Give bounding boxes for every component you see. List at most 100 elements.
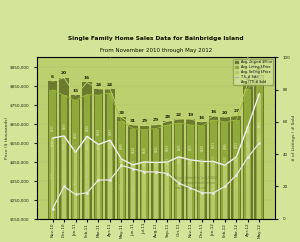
Text: $868: $868: [85, 124, 89, 131]
Text: $660: $660: [200, 144, 204, 151]
Text: $644: $644: [131, 145, 135, 152]
Bar: [128, 125, 138, 242]
Bar: [164, 125, 171, 242]
Text: $449: $449: [165, 183, 169, 190]
Text: $541: $541: [97, 174, 101, 181]
Bar: [119, 159, 123, 242]
Bar: [243, 83, 253, 242]
Bar: [74, 152, 77, 242]
Bar: [163, 121, 172, 242]
Bar: [197, 122, 207, 242]
Text: Single Family Home Sales Data for Bainbridge Island: Single Family Home Sales Data for Bainbr…: [68, 37, 244, 41]
Text: $875: $875: [50, 124, 55, 131]
Bar: [131, 165, 135, 242]
Text: $693: $693: [234, 141, 239, 148]
Text: $829: $829: [50, 139, 55, 146]
Text: 15: 15: [72, 89, 79, 93]
Bar: [220, 117, 230, 242]
Bar: [70, 95, 80, 242]
Bar: [257, 94, 261, 242]
Text: $675: $675: [188, 143, 192, 150]
Bar: [61, 95, 68, 242]
Text: $640: $640: [142, 146, 146, 153]
Text: $660: $660: [223, 155, 227, 162]
Bar: [72, 100, 79, 242]
Bar: [141, 130, 148, 242]
Text: $586: $586: [62, 170, 66, 177]
Text: 31: 31: [130, 119, 136, 123]
Text: $639: $639: [200, 157, 204, 164]
Bar: [85, 136, 89, 242]
Bar: [210, 120, 217, 242]
Text: $655: $655: [177, 156, 181, 163]
Bar: [48, 81, 57, 242]
Bar: [118, 121, 125, 242]
Text: 28: 28: [164, 115, 170, 119]
Text: 16: 16: [210, 110, 216, 114]
Text: $685: $685: [223, 142, 227, 149]
Bar: [140, 126, 149, 242]
Text: $670: $670: [234, 155, 239, 161]
Text: 16: 16: [84, 76, 90, 80]
Text: $893: $893: [62, 122, 66, 129]
Text: $644: $644: [188, 157, 192, 164]
Text: $833: $833: [108, 128, 112, 135]
Text: 24: 24: [107, 83, 113, 87]
Text: From November 2010 through May 2012: From November 2010 through May 2012: [100, 48, 212, 53]
Text: $910: $910: [257, 120, 261, 127]
Bar: [200, 161, 204, 242]
Text: 19: 19: [187, 113, 194, 117]
Text: $460: $460: [188, 182, 192, 189]
Text: $865: $865: [246, 125, 250, 132]
Text: $434: $434: [131, 184, 135, 191]
Bar: [246, 127, 250, 242]
Bar: [94, 89, 103, 242]
Text: $665: $665: [119, 155, 124, 162]
Text: $476: $476: [177, 181, 181, 188]
Y-axis label: Price ($ thousands): Price ($ thousands): [4, 117, 8, 159]
Text: $773: $773: [74, 145, 77, 152]
Bar: [208, 116, 218, 242]
Bar: [187, 125, 194, 242]
Text: 33: 33: [118, 111, 124, 115]
Text: $804: $804: [85, 142, 89, 149]
Bar: [185, 119, 195, 242]
Text: $625: $625: [154, 159, 158, 166]
Text: $446: $446: [154, 183, 158, 190]
Bar: [223, 165, 227, 242]
Text: $500: $500: [74, 178, 77, 185]
Y-axis label: # of Listings / # Sold: # of Listings / # Sold: [292, 115, 296, 161]
Text: 20: 20: [61, 71, 67, 76]
Text: $624: $624: [131, 159, 135, 166]
Bar: [176, 123, 182, 242]
Text: $645: $645: [154, 145, 158, 152]
Text: 29: 29: [153, 119, 159, 122]
Text: $636: $636: [246, 165, 250, 172]
Text: Brigitte Waltman (c) June 2, 2012
www.BainbridgeHomefinder.com
www.bainbridgetri: Brigitte Waltman (c) June 2, 2012 www.Ba…: [175, 176, 217, 190]
Text: $643: $643: [165, 157, 169, 164]
Text: 47: 47: [256, 68, 262, 72]
Text: 27: 27: [233, 109, 239, 113]
Bar: [106, 93, 113, 242]
Text: $809: $809: [257, 149, 261, 156]
Text: $464: $464: [119, 182, 124, 189]
Bar: [105, 89, 115, 242]
Bar: [108, 140, 112, 242]
Text: $564: $564: [108, 172, 112, 179]
Bar: [154, 163, 158, 242]
Text: 38: 38: [245, 77, 251, 81]
Text: $801: $801: [97, 142, 101, 149]
Text: 20: 20: [222, 111, 228, 115]
Bar: [82, 83, 92, 242]
Text: $800: $800: [62, 142, 66, 149]
Text: $432: $432: [223, 185, 227, 192]
Text: $452: $452: [200, 183, 204, 190]
Bar: [151, 125, 161, 242]
Text: $834: $834: [97, 128, 101, 135]
Text: $813: $813: [108, 141, 112, 148]
Bar: [142, 162, 146, 242]
Bar: [174, 119, 184, 242]
Text: $575: $575: [50, 171, 55, 178]
Text: $675: $675: [177, 143, 181, 150]
Text: $900: $900: [257, 133, 261, 140]
